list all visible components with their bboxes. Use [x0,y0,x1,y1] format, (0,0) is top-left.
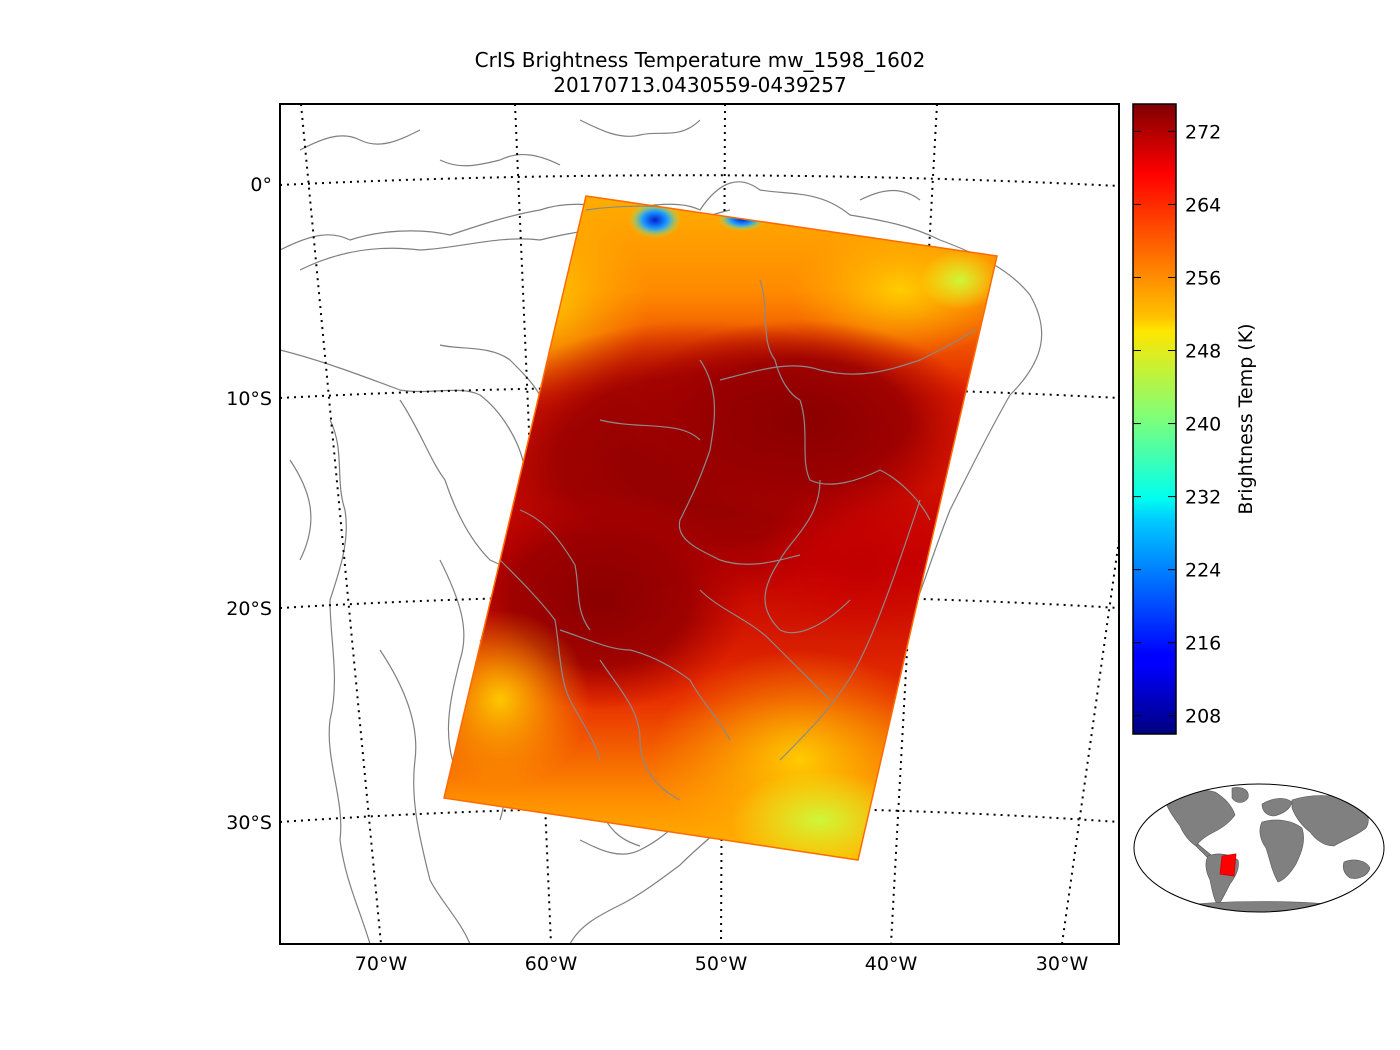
chart-title: CrIS Brightness Temperature mw_1598_1602 [474,48,926,72]
lat-label-30s: 30°S [226,812,272,834]
lon-label-50w: 50°W [695,953,748,975]
inset-border [1133,783,1385,913]
lon-label-70w: 70°W [355,953,408,975]
colorbar: 272 264 256 248 240 232 224 216 208 Brightness T… [1132,103,1257,735]
colorbar-tick-label: 256 [1185,267,1221,289]
colorbar-tick-label: 264 [1185,194,1221,216]
lon-labels: 70°W 60°W 50°W 40°W 30°W [355,953,1089,975]
lat-label-20s: 20°S [226,598,272,620]
swath-outline [443,195,998,861]
inset-globe [1133,783,1385,913]
chart-subtitle: 20170713.0430559-0439257 [553,73,847,97]
colorbar-gradient [1132,103,1177,735]
colorbar-tick-label: 208 [1185,706,1221,728]
map-frame [279,103,1120,945]
lon-label-30w: 30°W [1036,953,1089,975]
colorbar-tick-label: 240 [1185,414,1221,436]
lon-label-40w: 40°W [865,953,918,975]
colorbar-tick-label: 232 [1185,487,1221,509]
colorbar-tick-label: 216 [1185,633,1221,655]
lat-label-0: 0° [250,174,272,196]
inset-swath-highlight [1219,853,1237,877]
colorbar-tick-label: 224 [1185,560,1221,582]
lat-labels: 0° 10°S 20°S 30°S [226,174,272,834]
colorbar-tick-label: 272 [1185,121,1221,143]
map-panel [280,104,1119,944]
lon-label-60w: 60°W [525,953,578,975]
colorbar-label: Brightness Temp (K) [1235,323,1257,514]
lat-label-10s: 10°S [226,388,272,410]
colorbar-tick-label: 248 [1185,341,1221,363]
